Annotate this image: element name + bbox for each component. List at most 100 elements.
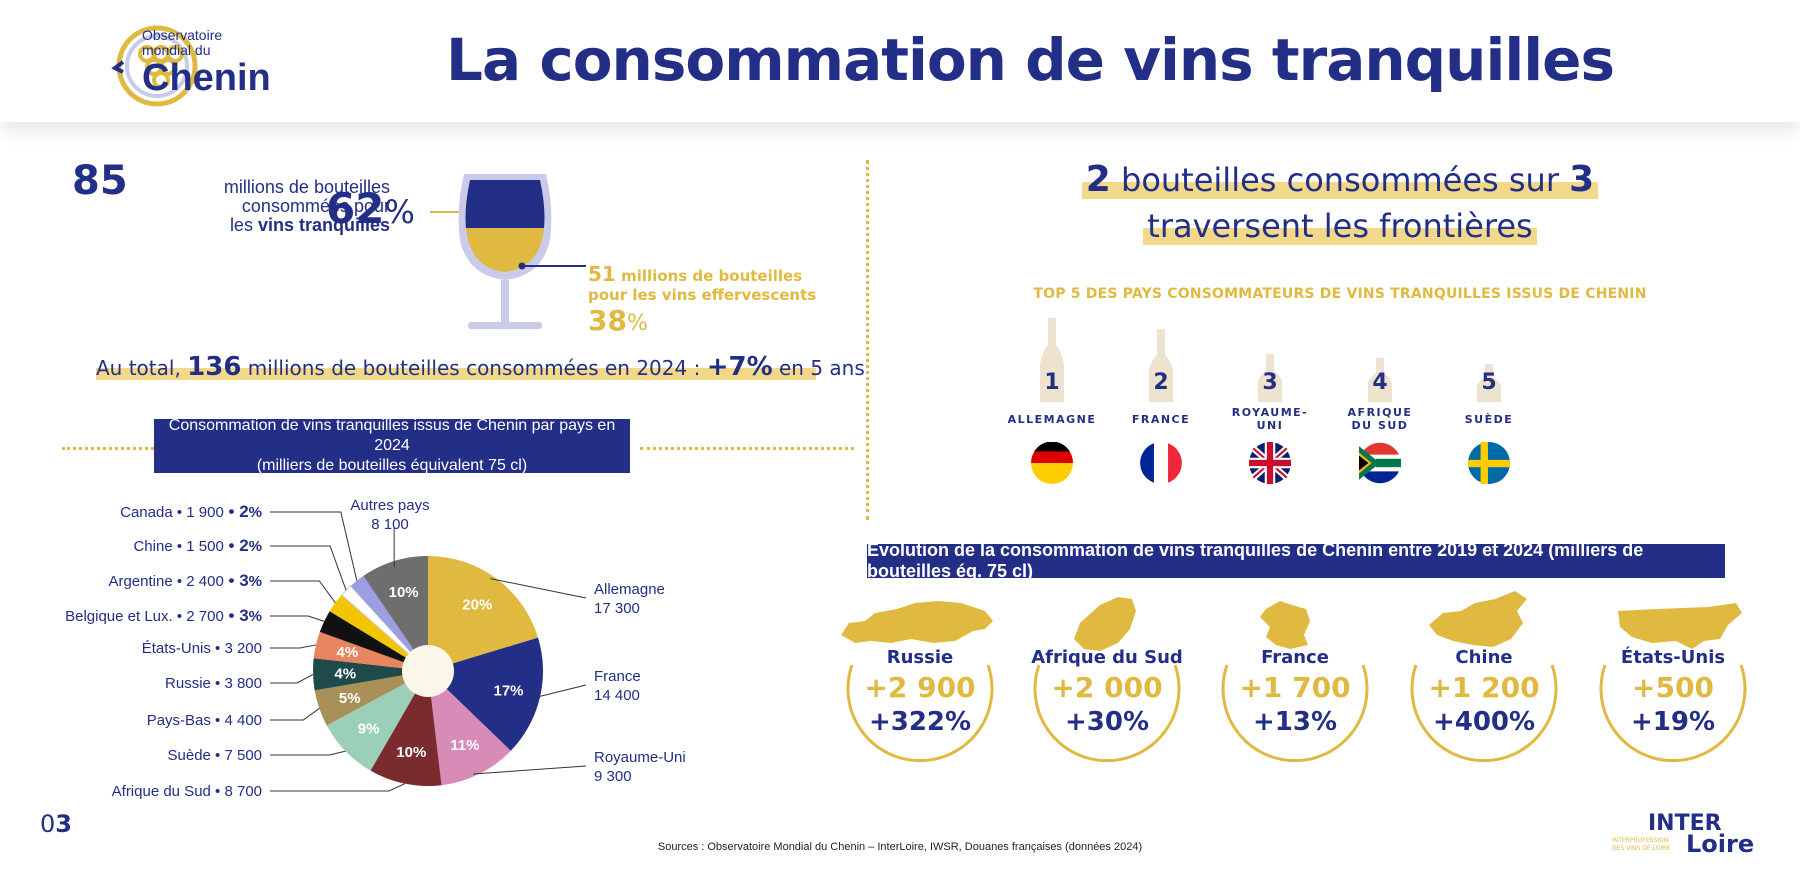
evolution-abs: +500 xyxy=(1632,671,1714,704)
top5-name: ROYAUME- UNI xyxy=(1231,406,1309,432)
pie-leader-royaume-uni xyxy=(473,765,587,775)
pie-chart: 20% Allemagne 17 300 17% France 14 400 11% Roya… xyxy=(65,497,686,800)
evolution-item-2: Afrique du Sud +2 000 +30% xyxy=(1027,585,1217,785)
brand-line1: INTER xyxy=(1648,811,1722,836)
usa-map-icon xyxy=(1618,603,1742,649)
headline-line1: 2 bouteilles consommées sur 3 xyxy=(1081,159,1599,200)
total-mid: millions de bouteilles consommées en 202… xyxy=(241,356,707,380)
bottle-icon xyxy=(1368,358,1392,402)
pie-pct-france: 17% xyxy=(493,682,523,699)
total-value: 136 xyxy=(187,352,242,382)
evolution-pct: +322% xyxy=(868,707,972,737)
horizontal-divider-left xyxy=(62,447,154,450)
still-text-3a: les xyxy=(229,214,258,235)
page-title: La consommation de vins tranquilles xyxy=(446,26,1615,94)
evolution-country: Russie xyxy=(886,647,954,668)
page-number: 03 xyxy=(40,810,72,838)
pie-pct-autres-pays: 10% xyxy=(389,584,419,601)
bottle-icon xyxy=(1258,354,1282,402)
pie-leader-afrique-du-sud xyxy=(270,783,406,792)
brand-small1: INTERPROFESSION xyxy=(1612,837,1668,844)
evolution-ring xyxy=(1599,664,1747,763)
header-bar: Observatoire mondial du Chenin La consom… xyxy=(0,0,1800,122)
evolution-abs: +1 700 xyxy=(1239,671,1351,704)
evolution-item-1: Russie +2 900 +322% xyxy=(840,585,1030,785)
bottle-icon xyxy=(1040,318,1064,402)
top5-country-2: 2 FRANCE xyxy=(1106,318,1216,498)
brand-small2: DES VINS DE LOIRE xyxy=(1612,845,1670,852)
still-pct-value: 62 xyxy=(326,184,385,233)
evolution-country: Afrique du Sud xyxy=(1031,647,1183,668)
pie-label-france: France xyxy=(594,668,641,685)
headline-num2: 3 xyxy=(1569,159,1595,200)
bottle-icon xyxy=(1149,329,1173,402)
sparkling-pct-sign: % xyxy=(626,311,648,336)
sparkling-text-1: millions de bouteilles xyxy=(615,267,803,285)
sparkling-stat: 51 millions de bouteilles pour les vins … xyxy=(588,262,816,337)
evolution-abs: +2 000 xyxy=(1051,671,1163,704)
pie-leader-russie xyxy=(270,673,314,684)
pie-label-royaume-uni: Royaume-Uni xyxy=(594,749,686,766)
pie-leader-chine xyxy=(270,545,347,591)
evolution-country: Chine xyxy=(1455,647,1513,668)
top5-country-3: 3 ROYAUME- UNI xyxy=(1215,318,1325,498)
vertical-divider xyxy=(866,160,869,520)
top5-rank: 3 xyxy=(1262,370,1278,395)
pie-value-allemagne: 17 300 xyxy=(594,600,640,617)
pie-banner-line2: (milliers de bouteilles équivalent 75 cl… xyxy=(256,457,528,474)
evolution-abs: +1 200 xyxy=(1428,671,1540,704)
still-text-3b: vins tranquilles xyxy=(257,214,390,235)
top5-rank: 5 xyxy=(1481,370,1497,395)
pie-leader-argentine xyxy=(270,580,336,604)
headline-line2: traversent les frontières xyxy=(1143,206,1537,245)
pie-label--tats-unis: États-Unis • 3 200 xyxy=(142,640,262,657)
china-map-icon xyxy=(1429,591,1527,647)
pie-leader-pays-bas xyxy=(270,708,320,721)
top5-name: FRANCE xyxy=(1131,413,1191,426)
pie-pct-allemagne: 20% xyxy=(462,596,492,613)
evolution-pct: +400% xyxy=(1432,707,1536,737)
headline-num1: 2 xyxy=(1085,159,1111,200)
south-africa-map-icon xyxy=(1074,597,1136,651)
top5-title: TOP 5 DES PAYS CONSOMMATEURS DE VINS TRA… xyxy=(1033,286,1647,302)
pie-leader-allemagne xyxy=(490,578,587,599)
still-pct-sign: % xyxy=(384,193,415,231)
still-text-1: millions de bouteilles xyxy=(223,177,390,197)
total-suffix: en 5 ans xyxy=(772,356,865,380)
top5-name: AFRIQUE DU SUD xyxy=(1347,406,1413,432)
pie-banner-line1: Consommation de vins tranquilles issus d… xyxy=(168,417,616,454)
total-prefix: Au total, xyxy=(96,356,188,380)
pie-leader-canada xyxy=(270,511,358,581)
grape-logo-icon xyxy=(111,25,198,107)
pie-label-argentine: Argentine • 2 400 • 3% xyxy=(108,571,262,590)
pie-leader-su-de xyxy=(270,750,346,756)
pie-label-canada: Canada • 1 900 • 2% xyxy=(120,502,262,521)
pie-slice-autres-pays xyxy=(363,556,428,671)
top5-country-5: 5 SUÈDE xyxy=(1434,318,1544,498)
evolution-ring xyxy=(846,664,994,763)
france-map-icon xyxy=(1260,601,1310,649)
pie-label-russie: Russie • 3 800 xyxy=(165,675,262,692)
evolution-ring xyxy=(1033,664,1181,763)
top5-rank: 2 xyxy=(1153,370,1169,395)
pie-label-autres-pays: Autres pays xyxy=(350,497,429,514)
evolution-pct: +13% xyxy=(1252,707,1338,737)
france-flag xyxy=(1140,442,1182,484)
interloire-logo: INTER Loire INTERPROFESSION DES VINS DE … xyxy=(1612,811,1754,856)
evolution-country: France xyxy=(1261,647,1329,668)
pie-label-afrique-du-sud: Afrique du Sud • 8 700 xyxy=(112,783,262,800)
evolution-item-4: Chine +1 200 +400% xyxy=(1404,585,1594,785)
sources-note: Sources : Observatoire Mondial du Chenin… xyxy=(657,841,1143,853)
evolution-country: États-Unis xyxy=(1620,647,1726,668)
germany-flag xyxy=(1031,442,1073,484)
pie-slice-belgique-et-lux- xyxy=(319,611,428,671)
evolution-banner: Évolution de la consommation de vins tra… xyxy=(867,540,1725,581)
pie-value-royaume-uni: 9 300 xyxy=(594,768,632,785)
still-text: millions de bouteilles consommées pour l… xyxy=(122,178,390,235)
pie-label-chine: Chine • 1 500 • 2% xyxy=(133,536,262,555)
pie-slice-canada xyxy=(350,575,428,671)
pie-banner: Consommation de vins tranquilles issus d… xyxy=(154,417,630,474)
pie-pct-afrique-du-sud: 10% xyxy=(396,744,426,761)
pie-slice-afrique-du-sud xyxy=(370,671,442,786)
pie-slice-argentine xyxy=(329,594,428,671)
